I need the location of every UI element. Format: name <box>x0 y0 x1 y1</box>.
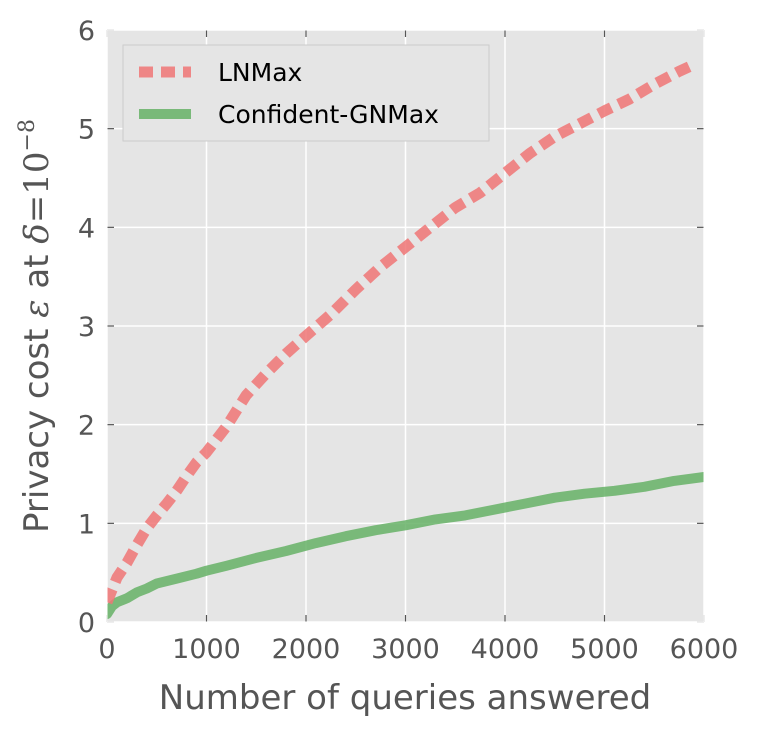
y-tick-label: 6 <box>78 16 95 47</box>
y-tick-label: 3 <box>78 312 95 343</box>
x-axis-label: Number of queries answered <box>159 678 651 718</box>
plot-frame <box>106 29 705 623</box>
legend-box <box>122 44 490 142</box>
legend-label-lnmax: LNMax <box>218 58 302 87</box>
y-tick-label: 1 <box>78 509 95 540</box>
y-tick-labels: 0 1 2 3 4 5 6 <box>78 16 95 639</box>
x-tick-label: 1000 <box>172 634 241 665</box>
series-lines <box>107 59 704 620</box>
x-tick-label: 6000 <box>670 634 739 665</box>
legend: LNMax Confident-GNMax <box>122 44 490 142</box>
x-tick-labels: 0 1000 2000 3000 4000 5000 6000 <box>98 634 738 665</box>
x-tick-label: 5000 <box>570 634 639 665</box>
y-axis-label: Privacy cost ε at δ=10−8 <box>15 119 57 533</box>
series-line-confident-gnmax <box>107 472 704 620</box>
y-tick-label: 0 <box>78 608 95 639</box>
y-tick-label: 4 <box>78 213 95 244</box>
y-tick-label: 2 <box>78 411 95 442</box>
x-tick-label: 3000 <box>371 634 440 665</box>
x-tick-label: 2000 <box>272 634 341 665</box>
x-tick-label: 4000 <box>471 634 540 665</box>
legend-label-confident-gnmax: Confident-GNMax <box>218 100 439 129</box>
y-tick-label: 5 <box>78 115 95 146</box>
x-tick-label: 0 <box>98 634 115 665</box>
